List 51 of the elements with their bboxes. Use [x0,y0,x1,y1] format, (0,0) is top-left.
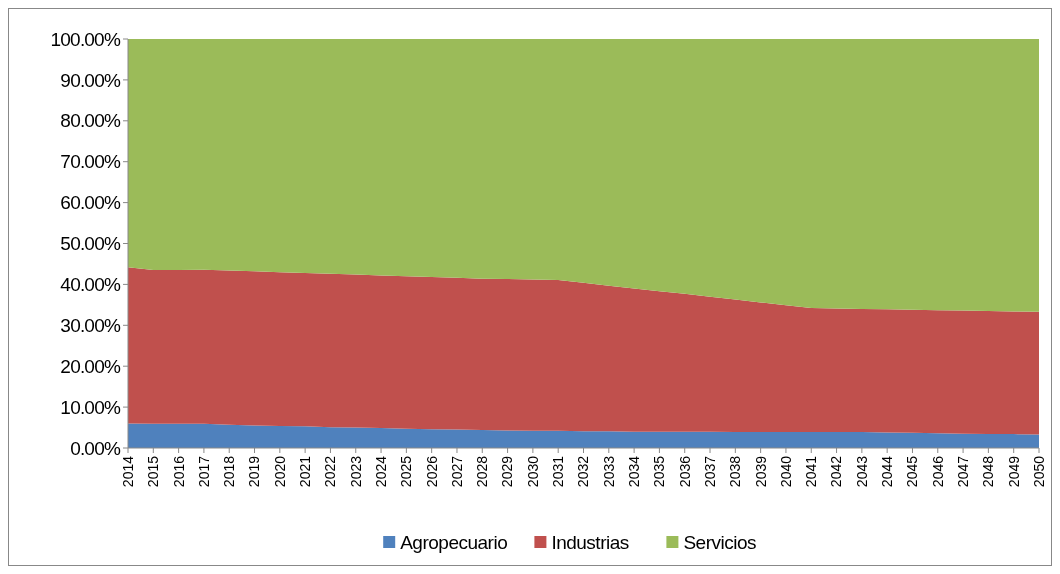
x-tick-label: 2035 [651,455,668,488]
y-tick-label: 60.00% [60,192,121,214]
legend-label: Agropecuario [400,531,508,553]
y-tick-label: 70.00% [60,151,121,173]
x-tick-label: 2016 [170,455,187,488]
x-tick-label: 2029 [499,455,516,488]
x-tick-label: 2025 [398,455,415,488]
legend-label: Industrias [551,531,629,553]
y-tick-label: 30.00% [60,314,121,336]
x-tick-label: 2030 [524,455,541,488]
x-tick-label: 2024 [372,455,389,488]
x-tick-label: 2017 [195,455,212,488]
x-tick-label: 2047 [954,455,971,488]
x-tick-label: 2044 [879,455,896,488]
x-tick-label: 2040 [777,455,794,488]
x-tick-label: 2019 [246,455,263,488]
x-tick-label: 2033 [600,455,617,488]
x-tick-label: 2021 [297,455,314,488]
x-tick-label: 2049 [1005,455,1022,488]
x-tick-label: 2031 [550,455,567,488]
x-tick-label: 2026 [423,455,440,488]
y-tick-label: 10.00% [60,396,121,418]
x-tick-label: 2045 [904,455,921,488]
x-tick-label: 2041 [803,455,820,488]
x-tick-label: 2046 [929,455,946,488]
x-tick-label: 2038 [727,455,744,488]
x-tick-label: 2037 [701,455,718,488]
x-tick-label: 2028 [474,455,491,488]
x-tick-label: 2015 [145,455,162,488]
y-tick-label: 90.00% [60,69,121,91]
x-tick-label: 2027 [448,455,465,488]
x-tick-label: 2020 [271,455,288,488]
x-tick-label: 2014 [119,455,136,488]
y-tick-label: 100.00% [50,28,121,50]
x-tick-label: 2036 [676,455,693,488]
x-tick-label: 2042 [828,455,845,488]
x-tick-label: 2034 [626,455,643,488]
y-tick-label: 40.00% [60,274,121,296]
x-tick-label: 2039 [752,455,769,488]
legend-label: Servicios [683,531,756,553]
y-tick-label: 50.00% [60,233,121,255]
y-tick-label: 0.00% [70,437,121,459]
x-tick-label: 2022 [322,455,339,488]
x-tick-label: 2032 [575,455,592,488]
x-tick-label: 2018 [221,455,238,488]
y-tick-label: 20.00% [60,355,121,377]
x-tick-label: 2023 [347,455,364,488]
x-tick-label: 2048 [980,455,997,488]
y-tick-label: 80.00% [60,110,121,132]
x-tick-label: 2043 [853,455,870,488]
x-tick-label: 2050 [1030,455,1047,488]
